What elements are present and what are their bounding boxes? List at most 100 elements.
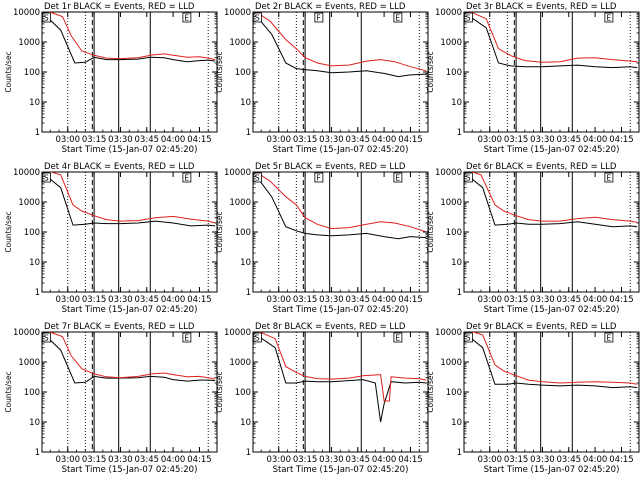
plot-area [42, 12, 216, 132]
chart-title: Det 1r BLACK = Events, RED = LLD [44, 2, 195, 12]
marker-letter: E [184, 174, 189, 183]
x-tick-label: 04:00 [161, 295, 186, 305]
y-tick-label: 100 [24, 388, 40, 398]
x-axis-label: Start Time (15-Jan-07 02:45:20) [62, 145, 198, 155]
plot-area [42, 332, 216, 452]
y-tick-label: 1 [457, 448, 462, 458]
series-line [253, 13, 427, 78]
marker-box [182, 172, 192, 183]
marker-letter: E [395, 334, 400, 343]
plot-area [464, 172, 638, 292]
y-tick-label: 100 [446, 388, 462, 398]
y-tick-label: 100 [24, 68, 40, 78]
marker-letter: S [44, 334, 49, 343]
y-axis-label: Counts/sec [215, 371, 224, 412]
y-tick-label: 10000 [435, 328, 462, 338]
x-tick-label: 03:00 [56, 295, 81, 305]
marker-letter: S [44, 14, 49, 23]
series-line [464, 333, 638, 389]
marker-box [42, 332, 51, 343]
x-tick-label: 03:15 [82, 455, 107, 465]
y-axis-label: Counts/sec [4, 51, 13, 92]
y-tick-label: 1000 [440, 358, 462, 368]
series-line [42, 173, 216, 227]
y-tick-label: 10 [240, 258, 251, 268]
y-tick-label: 1000 [440, 38, 462, 48]
chart-title: Det 8r BLACK = Events, RED = LLD [255, 322, 406, 332]
y-tick-label: 10 [240, 418, 251, 428]
x-tick-label: 03:30 [319, 455, 344, 465]
marker-letter: S [255, 174, 260, 183]
x-tick-label: 04:00 [372, 135, 397, 145]
y-tick-label: 100 [235, 68, 251, 78]
x-tick-label: 03:15 [504, 455, 529, 465]
y-tick-label: 1 [246, 448, 251, 458]
y-tick-label: 1 [457, 128, 462, 138]
y-tick-label: 100 [235, 388, 251, 398]
x-axis-label: Start Time (15-Jan-07 02:45:20) [62, 465, 198, 475]
x-tick-label: 03:45 [346, 295, 371, 305]
series-line [470, 172, 638, 223]
x-axis-label: Start Time (15-Jan-07 02:45:20) [484, 145, 620, 155]
y-tick-label: 100 [235, 228, 251, 238]
y-tick-label: 10 [240, 98, 251, 108]
marker-letter: E [606, 14, 611, 23]
marker-box [393, 332, 403, 343]
marker-box [604, 332, 614, 343]
chart-title: Det 3r BLACK = Events, RED = LLD [466, 2, 617, 12]
series-line [253, 332, 427, 423]
x-axis-label: Start Time (15-Jan-07 02:45:20) [273, 145, 409, 155]
y-tick-label: 1000 [229, 198, 251, 208]
x-tick-label: 04:15 [609, 295, 634, 305]
series-line [48, 332, 216, 380]
x-tick-label: 03:30 [319, 135, 344, 145]
x-tick-label: 03:45 [135, 135, 160, 145]
chart-title: Det 4r BLACK = Events, RED = LLD [44, 162, 195, 172]
marker-letter: E [184, 334, 189, 343]
x-tick-label: 03:00 [267, 295, 292, 305]
plot-area [464, 332, 638, 452]
chart-panel: Det 8r BLACK = Events, RED = LLD S E 1 10 100… [215, 322, 429, 475]
plot-area [253, 332, 427, 452]
series-line [255, 12, 427, 72]
y-tick-label: 10 [29, 258, 40, 268]
marker-letter: S [255, 14, 260, 23]
y-tick-label: 1 [35, 288, 40, 298]
x-tick-label: 03:45 [135, 455, 160, 465]
x-tick-label: 03:30 [108, 135, 133, 145]
x-tick-label: 04:15 [398, 295, 423, 305]
series-line [469, 12, 638, 63]
x-tick-label: 03:15 [82, 135, 107, 145]
plot-frame [41, 171, 218, 293]
x-tick-label: 04:00 [372, 295, 397, 305]
series-line [48, 12, 216, 61]
x-tick-label: 03:45 [346, 135, 371, 145]
marker-letter: S [466, 334, 471, 343]
marker-letter: E [606, 174, 611, 183]
chart-title: Det 5r BLACK = Events, RED = LLD [255, 162, 406, 172]
x-tick-label: 03:15 [82, 295, 107, 305]
x-tick-label: 04:15 [398, 455, 423, 465]
marker-letter: F [316, 174, 320, 183]
chart-title: Det 2r BLACK = Events, RED = LLD [255, 2, 406, 12]
y-tick-label: 10000 [13, 168, 40, 178]
x-tick-label: 04:00 [161, 135, 186, 145]
x-tick-label: 03:45 [557, 455, 582, 465]
y-tick-label: 100 [446, 228, 462, 238]
y-tick-label: 10000 [13, 328, 40, 338]
chart-title: Det 7r BLACK = Events, RED = LLD [44, 322, 195, 332]
chart-panel: Det 6r BLACK = Events, RED = LLD S E 1 10 100… [426, 162, 640, 315]
y-tick-label: 10 [451, 258, 462, 268]
marker-letter: E [395, 14, 400, 23]
marker-letter: E [606, 334, 611, 343]
x-tick-label: 03:15 [293, 135, 318, 145]
plot-area [464, 12, 638, 132]
plot-area [253, 12, 427, 132]
series-line [464, 12, 638, 69]
plot-area [253, 172, 427, 292]
y-tick-label: 1000 [229, 38, 251, 48]
marker-letter: E [184, 14, 189, 23]
y-tick-label: 1 [246, 288, 251, 298]
x-axis-label: Start Time (15-Jan-07 02:45:20) [273, 305, 409, 315]
x-tick-label: 04:15 [398, 135, 423, 145]
